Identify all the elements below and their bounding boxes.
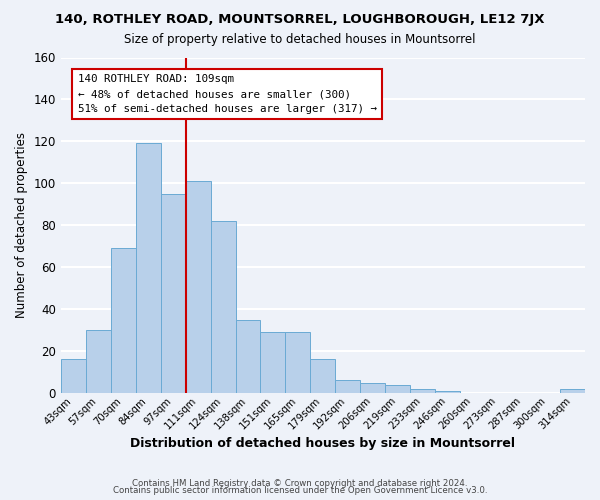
Bar: [410, 389, 435, 393]
Bar: [86, 330, 111, 393]
Bar: [385, 384, 410, 393]
X-axis label: Distribution of detached houses by size in Mountsorrel: Distribution of detached houses by size …: [130, 437, 515, 450]
Y-axis label: Number of detached properties: Number of detached properties: [15, 132, 28, 318]
Bar: [310, 360, 335, 393]
Text: 140, ROTHLEY ROAD, MOUNTSORREL, LOUGHBOROUGH, LE12 7JX: 140, ROTHLEY ROAD, MOUNTSORREL, LOUGHBOR…: [55, 12, 545, 26]
Bar: [335, 380, 361, 393]
Bar: [236, 320, 260, 393]
Bar: [111, 248, 136, 393]
Text: Contains HM Land Registry data © Crown copyright and database right 2024.: Contains HM Land Registry data © Crown c…: [132, 478, 468, 488]
Bar: [560, 389, 585, 393]
Bar: [435, 391, 460, 393]
Bar: [260, 332, 286, 393]
Bar: [161, 194, 185, 393]
Bar: [61, 360, 86, 393]
Bar: [286, 332, 310, 393]
Bar: [361, 382, 385, 393]
Text: Contains public sector information licensed under the Open Government Licence v3: Contains public sector information licen…: [113, 486, 487, 495]
Text: Size of property relative to detached houses in Mountsorrel: Size of property relative to detached ho…: [124, 32, 476, 46]
Bar: [185, 181, 211, 393]
Bar: [211, 221, 236, 393]
Text: 140 ROTHLEY ROAD: 109sqm
← 48% of detached houses are smaller (300)
51% of semi-: 140 ROTHLEY ROAD: 109sqm ← 48% of detach…: [78, 74, 377, 114]
Bar: [136, 144, 161, 393]
